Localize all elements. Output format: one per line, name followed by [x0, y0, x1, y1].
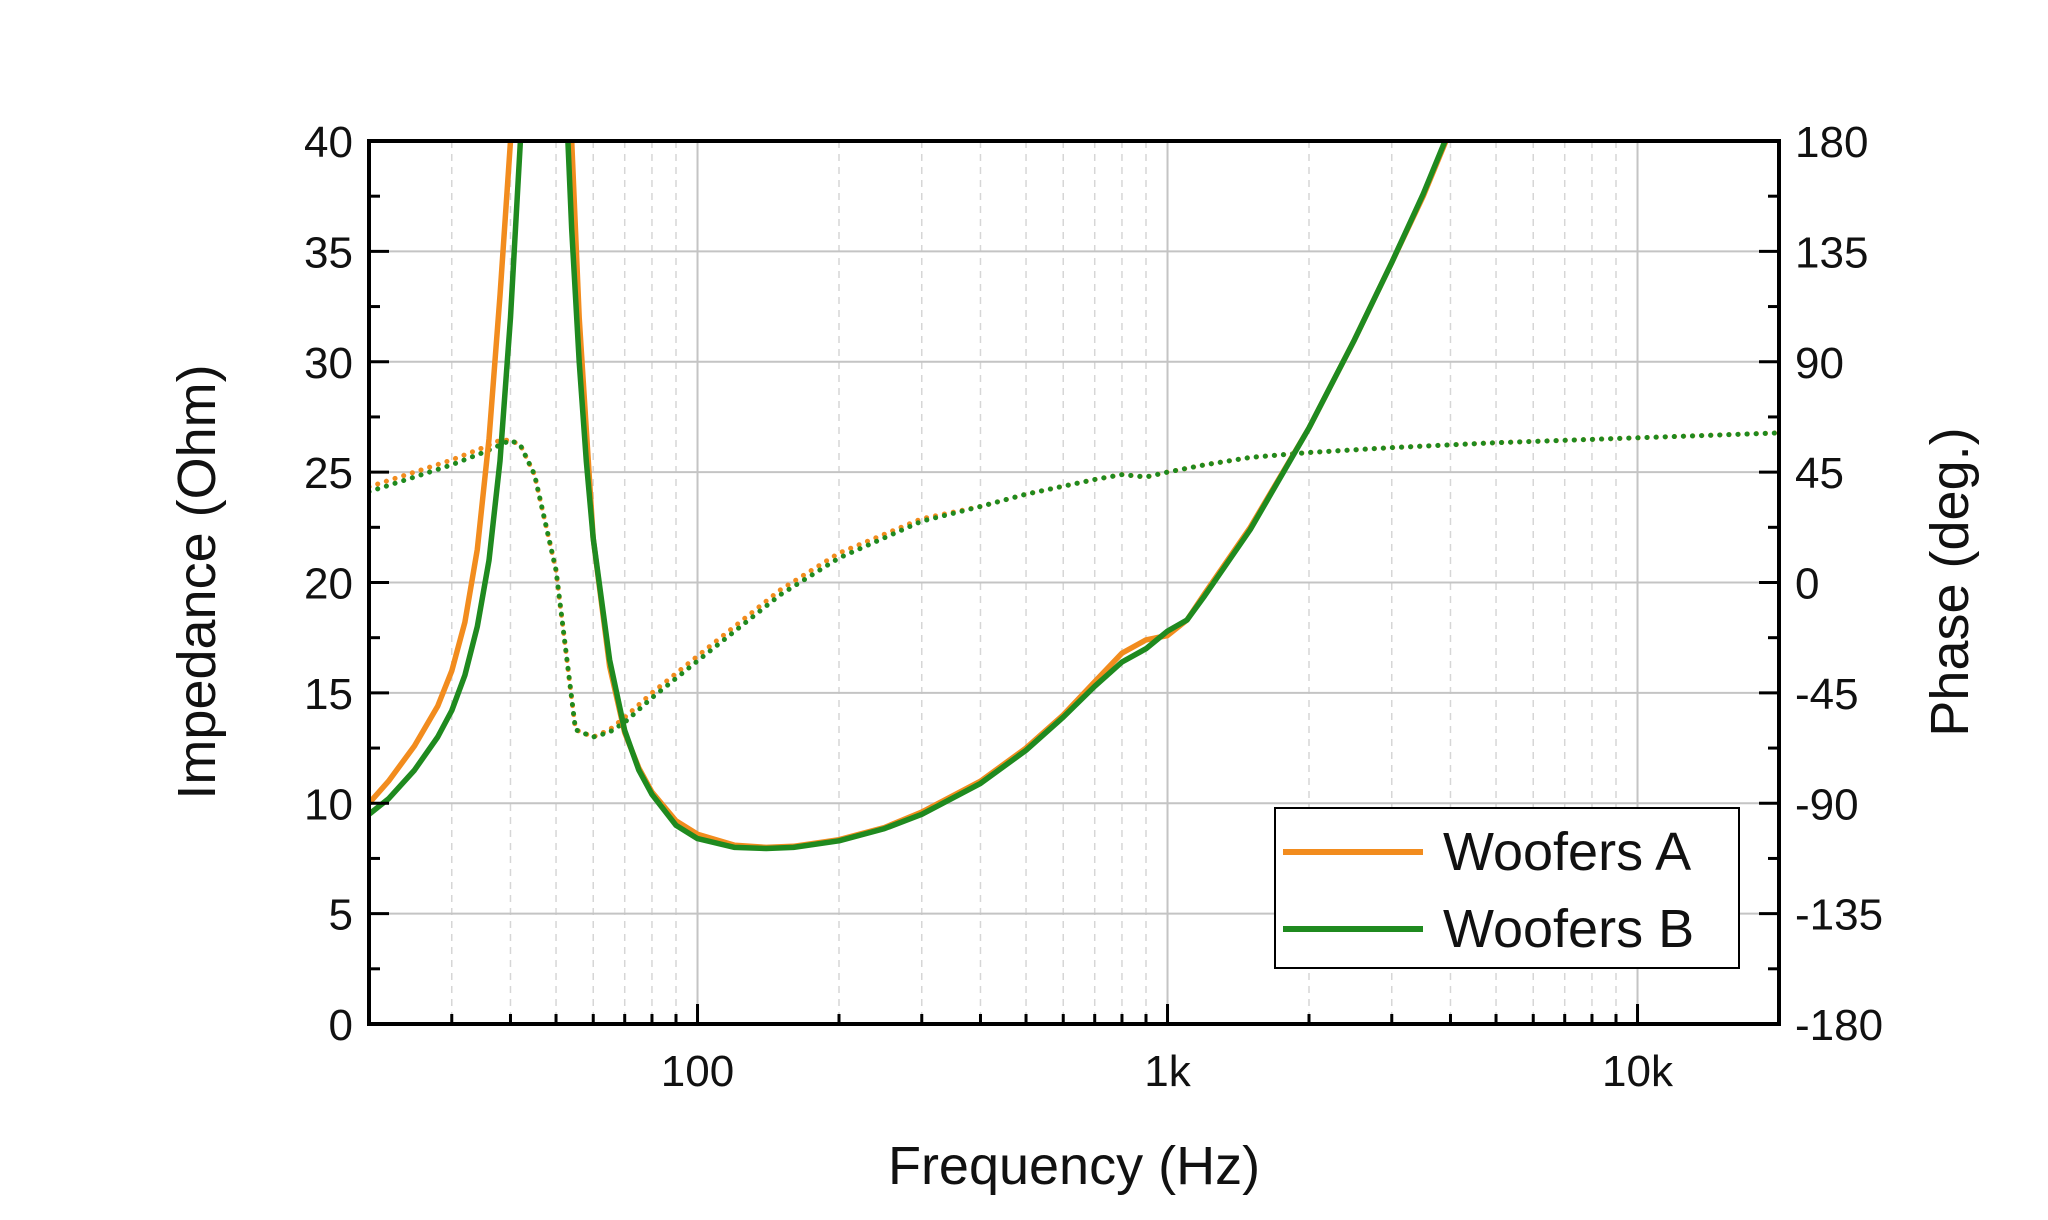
y-right-tick-label: -45: [1795, 670, 1859, 719]
y-right-tick-label: 0: [1795, 560, 1819, 609]
y-right-tick-label: -135: [1795, 891, 1883, 940]
y-left-tick-label: 10: [304, 780, 353, 829]
x-tick-label: 1k: [1144, 1047, 1191, 1096]
y-right-tick-label: -90: [1795, 780, 1859, 829]
y-right-tick-label: 180: [1795, 118, 1868, 167]
y-right-tick-label: -180: [1795, 1001, 1883, 1050]
y-left-tick-label: 40: [304, 118, 353, 167]
data-series: [369, 141, 1779, 852]
y-left-tick-label: 20: [304, 560, 353, 609]
impedance-line-woofers-b: [369, 141, 1449, 852]
y-left-axis-title: Impedance (Ohm): [167, 364, 227, 799]
y-left-tick-label: 25: [304, 449, 353, 498]
phase-line-woofers-b: [369, 430, 1779, 740]
y-left-tick-label: 15: [304, 670, 353, 719]
legend-box: [1274, 807, 1740, 969]
legend-label-woofers-b: Woofers B: [1443, 899, 1694, 959]
legend-label-woofers-a: Woofers A: [1443, 822, 1691, 882]
y-left-tick-label: 30: [304, 339, 353, 388]
y-right-tick-label: 90: [1795, 339, 1844, 388]
phase-line-woofers-a: [369, 430, 1779, 740]
y-right-tick-label: 45: [1795, 449, 1844, 498]
x-tick-label: 100: [661, 1047, 734, 1096]
axis-ticks: 100 1k 10k 0 5 10 15 20 25 30 35 40 -180 -135 -90 -45 0 4…: [304, 118, 1883, 1096]
y-right-tick-label: 135: [1795, 228, 1868, 277]
x-tick-label: 10k: [1602, 1047, 1674, 1096]
y-left-tick-label: 35: [304, 228, 353, 277]
y-left-tick-label: 0: [329, 1001, 353, 1050]
y-left-tick-label: 5: [329, 891, 353, 940]
y-right-axis-title: Phase (deg.): [1920, 427, 1980, 736]
x-axis-title: Frequency (Hz): [888, 1136, 1260, 1196]
legend: Woofers A Woofers B: [1274, 807, 1740, 969]
